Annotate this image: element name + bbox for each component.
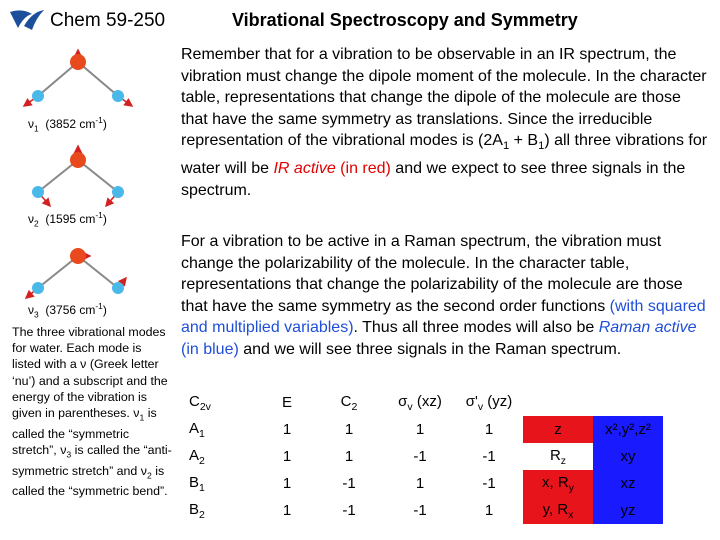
quadratic-function-cell: x²,y²,z²: [593, 416, 663, 443]
header-sigma-v-prime: σ'v (yz): [465, 392, 513, 413]
table-header-row: C2v E C2 σv (xz) σ'v (yz): [179, 389, 663, 416]
table-row: B2 1 -1 -1 1 y, Rx yz: [179, 497, 663, 524]
character-table: C2v E C2 σv (xz) σ'v (yz) A1 1 1 1 1 z x…: [179, 389, 663, 524]
ir-paragraph: Remember that for a vibration to be obse…: [181, 46, 708, 199]
quadratic-function-cell: xz: [593, 470, 663, 497]
linear-function-cell: y, Rx: [523, 497, 593, 524]
slide-title: Vibrational Spectroscopy and Symmetry: [232, 10, 578, 30]
mode-1-molecule: [22, 48, 134, 107]
mode-1-label: ν1 (3852 cm-1): [28, 115, 107, 134]
mode-2-molecule: [32, 144, 124, 208]
header-E: E: [281, 394, 292, 411]
header-C2: C2: [340, 392, 358, 413]
linear-function-cell: x, Ry: [523, 470, 593, 497]
mode-3-molecule: [24, 248, 127, 299]
figure-caption: The three vibrational modes for water. E…: [12, 325, 172, 499]
table-row: A1 1 1 1 1 z x²,y²,z²: [179, 416, 663, 443]
linear-function-cell: z: [523, 416, 593, 443]
quadratic-function-cell: yz: [593, 497, 663, 524]
raman-active-text: Raman active: [598, 319, 697, 337]
mode-3-label: ν3 (3756 cm-1): [28, 301, 107, 320]
raman-paragraph: For a vibration to be active in a Raman …: [181, 233, 706, 358]
linear-function-cell: Rz: [549, 446, 567, 467]
quadratic-function-cell: xy: [593, 443, 663, 470]
ir-active-text: IR active: [273, 160, 336, 178]
table-row: A2 1 1 -1 -1 Rz xy: [179, 443, 663, 470]
point-group: C2v: [189, 392, 211, 413]
course-code: Chem 59-250: [50, 10, 166, 31]
mode-2-label: ν2 (1595 cm-1): [28, 210, 107, 229]
table-row: B1 1 -1 1 -1 x, Ry xz: [179, 470, 663, 497]
university-logo-icon: [10, 10, 44, 30]
header-sigma-v: σv (xz): [398, 392, 442, 413]
